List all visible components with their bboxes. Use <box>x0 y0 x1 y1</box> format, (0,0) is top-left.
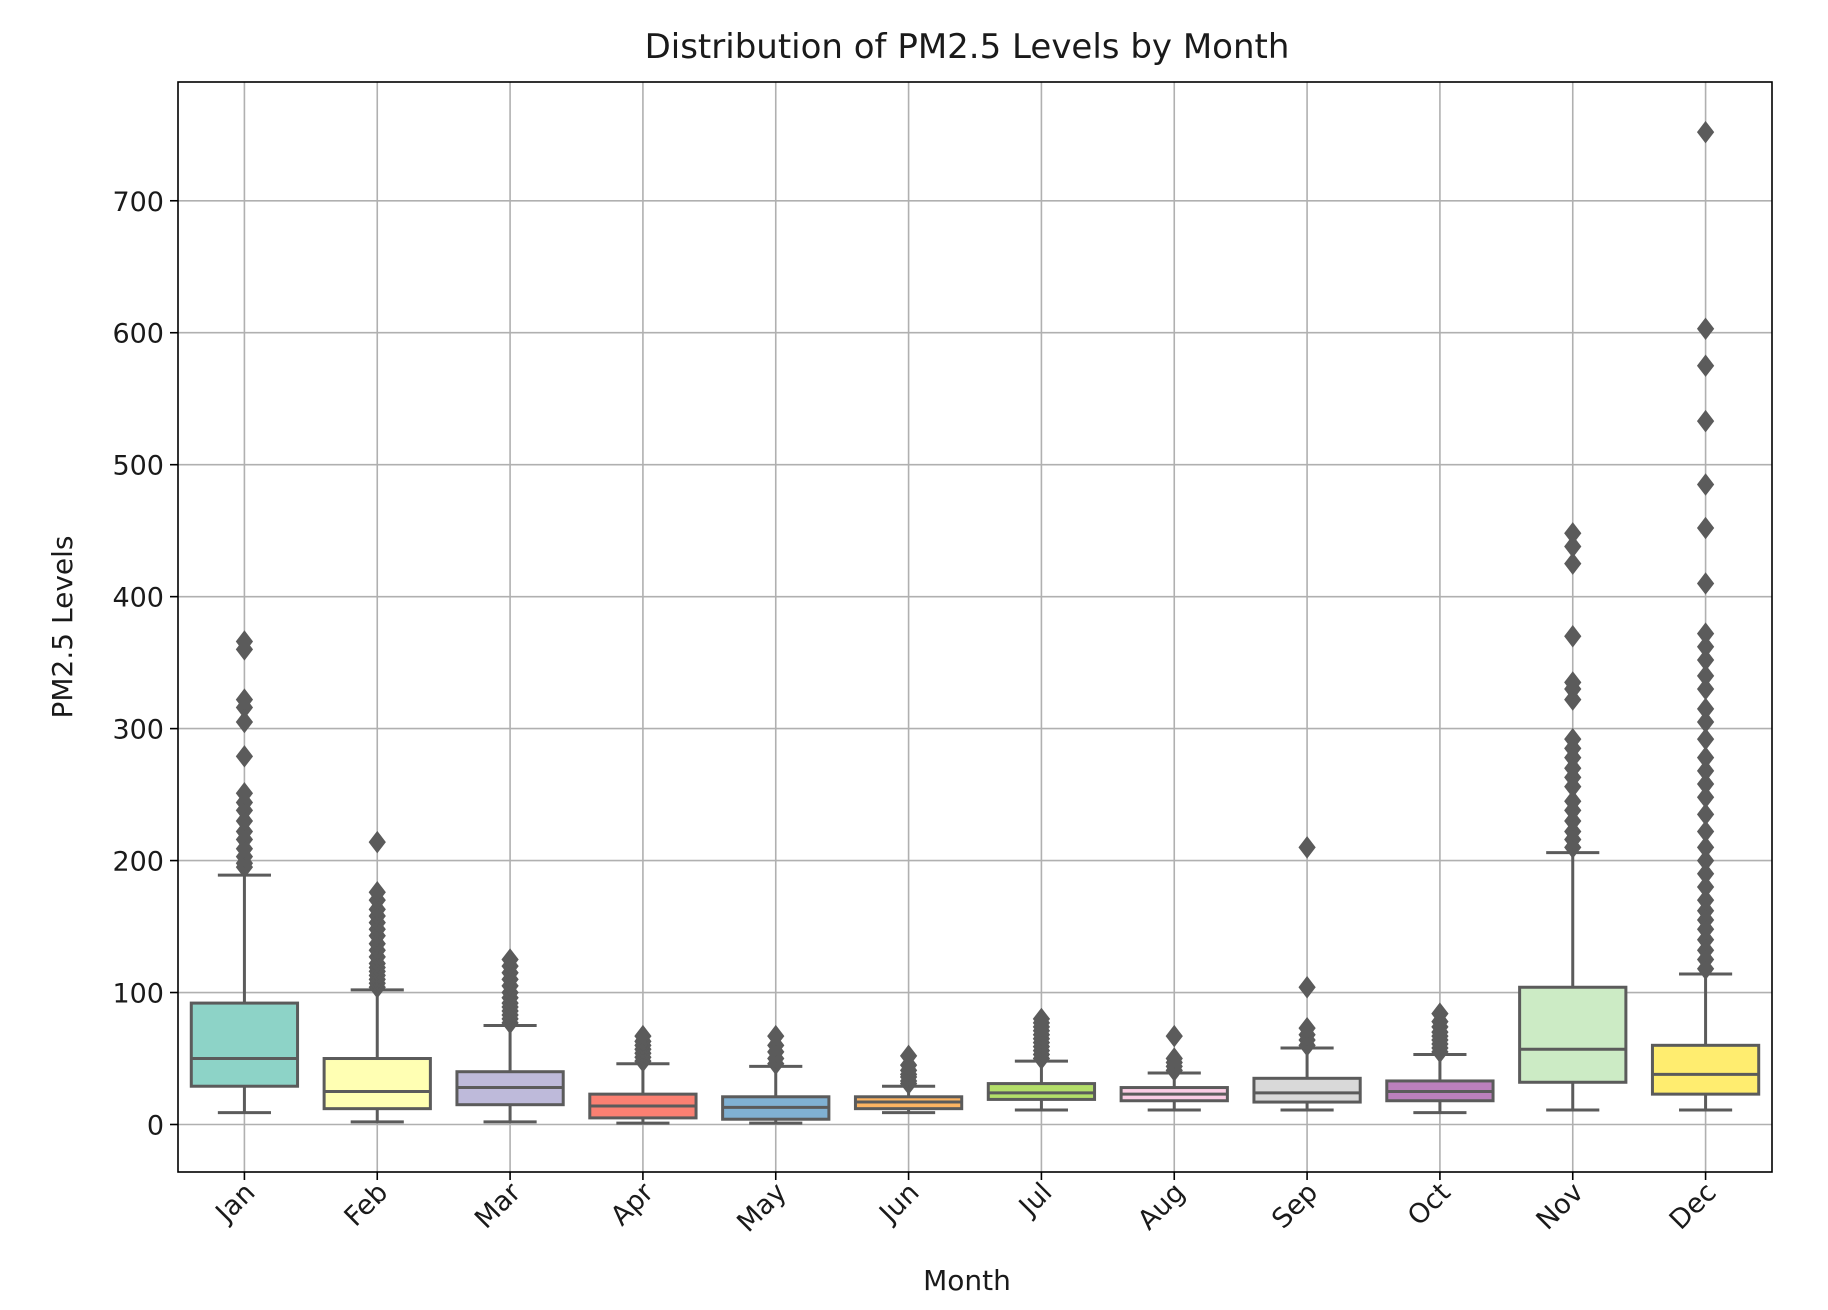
box-oct <box>1385 1002 1495 1115</box>
outlier-point <box>1165 1047 1183 1070</box>
outlier-point <box>1564 727 1582 751</box>
iqr-box <box>322 1057 432 1111</box>
outlier-point <box>1696 317 1715 340</box>
outlier-point <box>1696 622 1715 645</box>
y-tick-label: 200 <box>112 847 164 878</box>
y-axis-label: PM2.5 Levels <box>46 536 79 719</box>
outlier-point <box>1696 473 1715 496</box>
outlier-point <box>1696 664 1715 688</box>
iqr-box <box>1252 1076 1362 1104</box>
outlier-point <box>1696 836 1715 859</box>
outlier-point <box>1696 572 1715 595</box>
outlier-point <box>1696 120 1715 144</box>
outlier-point <box>1696 820 1715 843</box>
outlier-point <box>1298 976 1316 999</box>
box-apr <box>588 1024 698 1125</box>
outlier-point <box>1564 789 1582 813</box>
outlier-point <box>1298 1016 1316 1040</box>
box-sep <box>1252 836 1362 1112</box>
boxes <box>189 120 1761 1125</box>
outlier-point <box>1564 671 1582 694</box>
plot-frame <box>177 81 1773 1173</box>
outlier-point <box>1696 862 1715 885</box>
y-tick-label: 0 <box>147 1110 164 1141</box>
iqr-box <box>1650 1043 1761 1096</box>
outlier-point <box>899 1044 918 1068</box>
outlier-point <box>1564 625 1582 648</box>
outlier-point <box>634 1024 652 1048</box>
outlier-point <box>368 830 386 854</box>
box-feb <box>322 830 432 1124</box>
outlier-point <box>1696 648 1715 672</box>
outlier-point <box>1696 635 1715 659</box>
y-tick-label: 600 <box>112 319 164 350</box>
outlier-point <box>1564 522 1582 545</box>
box-nov <box>1518 522 1628 1112</box>
outlier-point <box>1696 772 1715 796</box>
outlier-point <box>1696 849 1715 872</box>
outlier-point <box>1696 354 1715 377</box>
outlier-point <box>1696 710 1715 734</box>
outlier-point <box>235 688 254 711</box>
outlier-point <box>1696 786 1715 809</box>
box-jan <box>189 630 300 1115</box>
outlier-point <box>1696 759 1715 783</box>
outlier-point <box>1032 1007 1051 1031</box>
outlier-point <box>1564 535 1582 558</box>
y-tick-label: 400 <box>112 583 164 614</box>
iqr-box <box>1518 985 1628 1084</box>
outlier-point <box>1696 409 1715 433</box>
chart-title: Distribution of PM2.5 Levels by Month <box>645 27 1290 67</box>
outlier-point <box>368 881 386 904</box>
box-jun <box>853 1044 964 1115</box>
box-dec <box>1650 120 1761 1112</box>
outlier-point <box>1696 875 1715 899</box>
outlier-point <box>1696 697 1715 721</box>
outlier-point <box>1696 677 1715 701</box>
box-may <box>721 1024 831 1125</box>
outlier-point <box>1696 888 1715 912</box>
y-tick-label: 100 <box>112 979 164 1010</box>
iqr-box <box>189 1001 300 1088</box>
box-mar <box>455 948 565 1124</box>
outlier-point <box>1696 746 1715 769</box>
outlier-point <box>235 782 254 805</box>
outlier-point <box>501 948 519 971</box>
outlier-point <box>1564 552 1582 575</box>
outlier-point <box>767 1024 785 1048</box>
y-tick-label: 700 <box>112 187 164 218</box>
outlier-point <box>1696 803 1715 826</box>
y-tick-label: 300 <box>112 715 164 746</box>
box-jul <box>986 1007 1097 1112</box>
outlier-point <box>235 630 254 653</box>
y-tick-label: 500 <box>112 451 164 482</box>
outlier-point <box>1696 727 1715 751</box>
box-aug <box>1119 1024 1229 1112</box>
outlier-point <box>1431 1002 1449 1025</box>
outlier-point <box>1298 836 1316 859</box>
outlier-point <box>235 710 254 734</box>
outlier-point <box>235 745 254 768</box>
outlier-point <box>1165 1024 1183 1048</box>
outlier-point <box>1696 516 1715 540</box>
x-axis-label: Month <box>923 1264 1011 1297</box>
